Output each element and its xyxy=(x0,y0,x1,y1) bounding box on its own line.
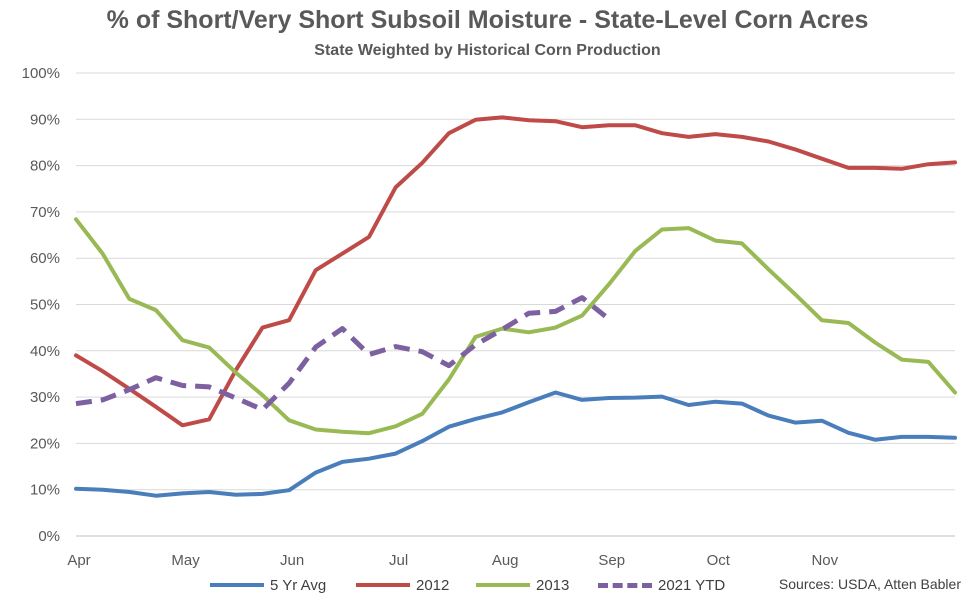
y-tick-label: 20% xyxy=(30,435,60,452)
y-tick-label: 50% xyxy=(30,297,60,314)
y-tick-label: 30% xyxy=(30,389,60,406)
legend-label: 2013 xyxy=(536,576,570,594)
y-tick-label: 100% xyxy=(22,65,60,82)
y-tick-label: 40% xyxy=(30,343,60,360)
y-tick-label: 0% xyxy=(38,528,60,545)
legend-item-2013: 2013 xyxy=(476,574,569,596)
source-note: Sources: USDA, Atten Babler xyxy=(778,576,961,592)
chart-subtitle: State Weighted by Historical Corn Produc… xyxy=(314,42,661,59)
legend-label: 2021 YTD xyxy=(658,576,726,594)
y-tick-label: 80% xyxy=(30,158,60,175)
series-lines xyxy=(74,115,957,498)
series-line-5-yr-avg xyxy=(74,390,957,498)
series-line-2013 xyxy=(74,217,957,436)
y-tick-label: 10% xyxy=(30,482,60,499)
legend-label: 2012 xyxy=(416,576,450,594)
x-tick-label: Sep xyxy=(598,552,625,569)
legend-swatch xyxy=(210,583,264,587)
legend-item-2012: 2012 xyxy=(356,574,449,596)
series-line-2021-ytd xyxy=(75,295,611,413)
legend-item-2021-ytd: 2021 YTD xyxy=(598,574,725,596)
legend-label: 5 Yr Avg xyxy=(270,576,327,594)
legend: 5 Yr Avg 2012 2013 2021 YTD xyxy=(0,574,975,596)
legend-swatch xyxy=(476,583,530,587)
y-tick-label: 90% xyxy=(30,111,60,128)
legend-item-5-yr-avg: 5 Yr Avg xyxy=(210,574,326,596)
series-line-2012 xyxy=(74,115,957,428)
legend-swatch xyxy=(598,582,652,588)
y-tick-label: 70% xyxy=(30,204,60,221)
x-tick-label: Nov xyxy=(811,552,838,569)
grid-lines xyxy=(76,72,955,491)
x-tick-label: Jul xyxy=(389,552,408,569)
x-tick-label: May xyxy=(171,552,200,569)
legend-swatch xyxy=(356,583,410,587)
x-tick-label: Jun xyxy=(280,552,304,569)
x-axis-tick-labels: Apr May Jun Jul Aug Sep Oct Nov xyxy=(67,552,838,569)
x-tick-label: Oct xyxy=(707,552,731,569)
x-tick-label: Apr xyxy=(67,552,90,569)
y-axis-tick-labels: 0% 10% 20% 30% 40% 50% 60% 70% 80% 90% 100% xyxy=(22,65,60,545)
y-tick-label: 60% xyxy=(30,250,60,267)
x-tick-label: Aug xyxy=(492,552,519,569)
chart-title: % of Short/Very Short Subsoil Moisture -… xyxy=(106,6,869,34)
